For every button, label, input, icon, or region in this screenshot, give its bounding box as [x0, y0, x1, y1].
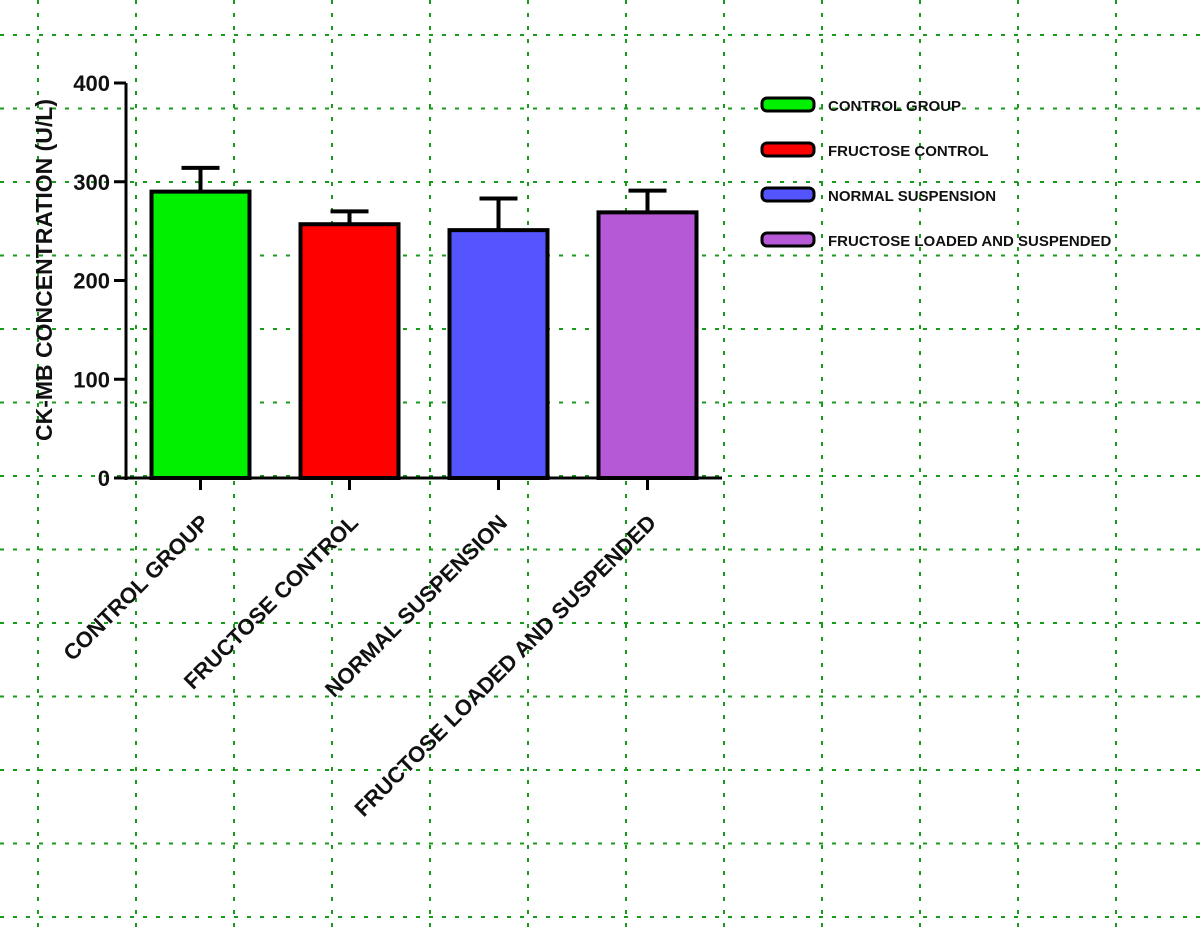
bar-4 [596, 210, 699, 481]
y-axis-label: CK-MB CONCENTRATION (U/L) [31, 99, 57, 441]
legend-swatch-3 [760, 186, 816, 203]
legend-label-3: NORMAL SUSPENSION [828, 188, 996, 205]
legend-swatch-4 [760, 231, 816, 248]
bar-1 [149, 189, 252, 480]
y-tick-label: 0 [98, 466, 110, 491]
bars [149, 165, 699, 481]
legend: CONTROL GROUP FRUCTOSE CONTROL NORMAL SUSP… [760, 96, 1112, 250]
y-tick-label: 400 [73, 71, 110, 96]
y-tick-label: 300 [73, 170, 110, 195]
bar-3 [447, 228, 550, 480]
y-tick-label: 100 [73, 367, 110, 392]
x-tick-label: FRUCTOSE CONTROL [179, 510, 363, 694]
bar-2 [298, 222, 401, 480]
x-tick-label: FRUCTOSE LOADED AND SUSPENDED [349, 510, 661, 822]
legend-label-2: FRUCTOSE CONTROL [828, 143, 989, 160]
legend-swatch-2 [760, 141, 816, 158]
legend-swatch-1 [760, 96, 816, 113]
y-tick-label: 200 [73, 269, 110, 294]
legend-label-1: CONTROL GROUP [828, 98, 961, 115]
legend-label-4: FRUCTOSE LOADED AND SUSPENDED [828, 233, 1112, 250]
